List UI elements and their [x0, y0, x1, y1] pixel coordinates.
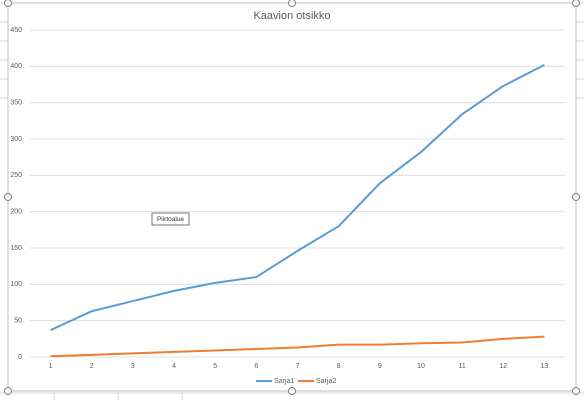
x-tick-label: 4 — [172, 363, 176, 370]
y-tick-label: 250 — [10, 172, 22, 179]
x-tick-label: 9 — [378, 363, 382, 370]
x-tick-label: 8 — [337, 363, 341, 370]
y-tick-label: 450 — [10, 27, 22, 34]
x-tick-label: 12 — [499, 363, 507, 370]
legend-label: Sarja2 — [316, 378, 336, 385]
y-tick-label: 300 — [10, 136, 22, 143]
x-tick-label: 1 — [49, 363, 53, 370]
series-line — [50, 63, 545, 332]
x-tick-label: 5 — [213, 363, 217, 370]
tooltip-text: Piirtoalue — [157, 216, 184, 223]
y-tick-label: 350 — [10, 100, 22, 107]
legend-label: Sarja1 — [274, 378, 294, 385]
selection-handles — [4, 0, 580, 395]
x-tick-label: 13 — [541, 363, 549, 370]
y-tick-label: 400 — [10, 63, 22, 70]
y-tick-label: 200 — [10, 209, 22, 216]
x-tick-label: 10 — [417, 363, 425, 370]
series-line — [50, 335, 545, 358]
chart-title: Kaavion otsikko — [253, 10, 330, 22]
tooltip: Piirtoalue — [151, 212, 190, 226]
y-tick-label: 0 — [18, 354, 22, 361]
x-tick-label: 7 — [296, 363, 300, 370]
y-tick-label: 150 — [10, 245, 22, 252]
x-tick-label: 2 — [90, 363, 94, 370]
y-tick-label: 100 — [10, 281, 22, 288]
x-tick-label: 3 — [131, 363, 135, 370]
y-tick-label: 50 — [14, 318, 22, 325]
chart-area[interactable] — [7, 2, 577, 392]
x-tick-label: 6 — [254, 363, 258, 370]
x-tick-label: 11 — [458, 363, 465, 370]
